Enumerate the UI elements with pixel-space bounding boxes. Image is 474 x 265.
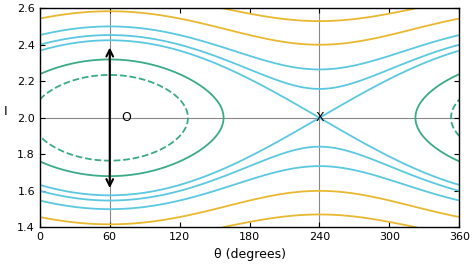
Text: O: O [121,111,131,124]
X-axis label: θ (degrees): θ (degrees) [214,248,285,261]
Text: X: X [315,111,324,124]
Y-axis label: I: I [4,105,8,118]
